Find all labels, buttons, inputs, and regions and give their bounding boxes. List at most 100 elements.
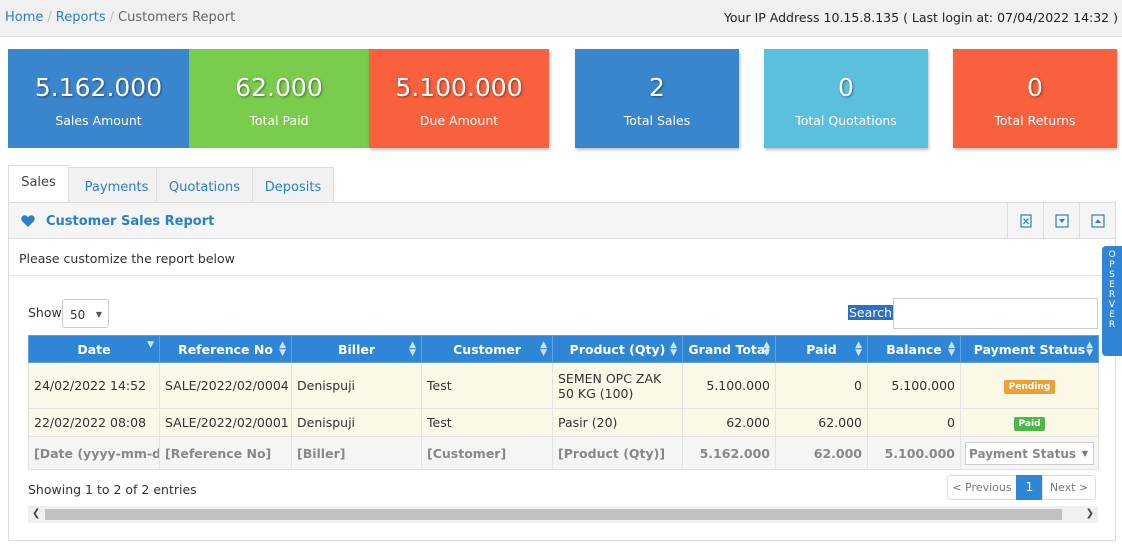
filter-status-value: Payment Status <box>969 446 1077 461</box>
scrollbar-thumb[interactable] <box>45 509 1062 520</box>
report-panel: Customer Sales Report Please customize t… <box>8 202 1116 541</box>
header-label: Customer <box>453 341 521 357</box>
cell-payment-status: Paid <box>960 408 1099 437</box>
op-server-label: OP SERVER <box>1108 250 1118 330</box>
filter-customer[interactable]: [Customer] <box>421 436 553 470</box>
column-header-reference[interactable]: Reference No ▲ ▼ <box>159 335 292 363</box>
breadcrumb-current: Customers Report <box>118 10 236 25</box>
page-size-select[interactable]: 50 ▼ <box>62 299 109 328</box>
sort-icon: ▲ ▼ <box>670 340 677 358</box>
stat-value: 62.000 <box>235 73 323 102</box>
filter-biller[interactable]: [Biller] <box>291 436 422 470</box>
cell-customer: Test <box>421 362 553 409</box>
panel-title: Customer Sales Report <box>46 214 215 229</box>
breadcrumb-home[interactable]: Home <box>5 10 44 25</box>
header-label: Date <box>77 341 111 357</box>
cell-balance: 0 <box>867 408 961 437</box>
stat-due-amount: 5.100.000 Due Amount <box>369 49 549 148</box>
stat-value: 5.100.000 <box>395 73 523 102</box>
column-header-payment-status[interactable]: Payment Status ▲ ▼ <box>960 335 1099 363</box>
cell-balance: 5.100.000 <box>867 362 961 409</box>
collapse-down-icon <box>1055 214 1069 228</box>
header-label: Biller <box>337 341 376 357</box>
previous-page-button[interactable]: < Previous <box>947 475 1017 500</box>
cell-customer: Test <box>421 408 553 437</box>
cell-reference: SALE/2022/02/0004 <box>159 362 292 409</box>
stat-sales-amount: 5.162.000 Sales Amount <box>8 49 189 148</box>
next-page-button[interactable]: Next > <box>1042 475 1096 500</box>
header-label: Reference No <box>178 341 273 357</box>
filter-payment-status-cell: Payment Status ▼ <box>960 436 1099 470</box>
filter-product[interactable]: [Product (Qty)] <box>552 436 683 470</box>
stat-total-returns: 0 Total Returns <box>953 49 1117 148</box>
stat-label: Total Sales <box>623 113 691 128</box>
column-header-paid[interactable]: Paid ▲ ▼ <box>775 335 868 363</box>
caret-down-icon: ▼ <box>1081 448 1088 458</box>
column-header-customer[interactable]: Customer ▲ ▼ <box>421 335 553 363</box>
header-label: Paid <box>806 341 837 357</box>
sort-icon: ▲ ▼ <box>540 340 547 358</box>
total-paid: 62.000 <box>775 436 868 470</box>
table-row[interactable]: 24/02/2022 14:52 SALE/2022/02/0004 Denis… <box>28 362 1099 409</box>
cell-biller: Denispuji <box>291 362 422 409</box>
page-1-button[interactable]: 1 <box>1016 475 1043 500</box>
stat-label: Total Quotations <box>795 113 897 128</box>
search-label: Search <box>848 305 893 320</box>
tab-sales[interactable]: Sales <box>8 165 69 202</box>
header-label: Product (Qty) <box>569 341 666 357</box>
sort-icon: ▲ ▼ <box>279 340 286 358</box>
filter-reference[interactable]: [Reference No] <box>159 436 292 470</box>
stat-value: 0 <box>838 73 854 102</box>
sort-icon: ▲ ▼ <box>948 340 955 358</box>
table-row[interactable]: 22/02/2022 08:08 SALE/2022/02/0001 Denis… <box>28 408 1099 437</box>
stat-value: 5.162.000 <box>34 73 163 102</box>
page-size-value: 50 <box>70 308 86 322</box>
entries-info: Showing 1 to 2 of 2 entries <box>28 482 197 497</box>
cell-date: 24/02/2022 14:52 <box>28 362 160 409</box>
filter-date[interactable]: [Date (yyyy-mm-dd)] <box>28 436 160 470</box>
breadcrumb: Home / Reports / Customers Report <box>5 10 236 25</box>
cell-reference: SALE/2022/02/0001 <box>159 408 292 437</box>
stat-value: 2 <box>649 73 665 102</box>
sort-icon: ▲ ▼ <box>1086 340 1093 358</box>
header-label: Grand Total <box>688 341 770 357</box>
stat-total-paid: 62.000 Total Paid <box>189 49 369 148</box>
table-footer-row: [Date (yyyy-mm-dd)] [Reference No] [Bill… <box>28 436 1099 470</box>
sort-icon: ▲ ▼ <box>855 340 862 358</box>
top-bar: Home / Reports / Customers Report Your IP Ad… <box>0 0 1122 37</box>
header-label: Balance <box>886 341 942 357</box>
column-header-grand-total[interactable]: Grand Total ▲ ▼ <box>682 335 776 363</box>
cell-grand-total: 62.000 <box>682 408 776 437</box>
op-server-tab[interactable]: OP SERVER <box>1102 246 1122 356</box>
tab-payments[interactable]: Payments <box>68 167 165 203</box>
total-balance: 5.100.000 <box>867 436 961 470</box>
heart-icon <box>21 215 35 227</box>
header-label: Payment Status <box>973 341 1086 357</box>
panel-header: Customer Sales Report <box>9 203 1115 239</box>
cell-biller: Denispuji <box>291 408 422 437</box>
status-badge: Pending <box>1003 380 1056 394</box>
stat-label: Sales Amount <box>55 113 142 128</box>
export-excel-button[interactable] <box>1007 203 1043 239</box>
scroll-right-icon[interactable]: ❯ <box>1085 508 1094 519</box>
column-header-product[interactable]: Product (Qty) ▲ ▼ <box>552 335 683 363</box>
filter-payment-status[interactable]: Payment Status ▼ <box>965 441 1094 465</box>
excel-icon <box>1020 214 1032 228</box>
column-header-balance[interactable]: Balance ▲ ▼ <box>867 335 961 363</box>
ip-info: Your IP Address 10.15.8.135 ( Last login… <box>723 10 1118 25</box>
toggle-form-button[interactable] <box>1043 203 1079 239</box>
cell-product: SEMEN OPC ZAK 50 KG (100) <box>552 362 683 409</box>
search-input[interactable] <box>893 298 1098 329</box>
tab-quotations[interactable]: Quotations <box>156 167 253 203</box>
cell-paid: 0 <box>775 362 868 409</box>
toggle-table-button[interactable] <box>1079 203 1115 239</box>
tab-deposits[interactable]: Deposits <box>252 167 334 203</box>
horizontal-scrollbar[interactable]: ❮ ❯ <box>28 506 1098 523</box>
stat-value: 0 <box>1027 73 1043 102</box>
column-header-biller[interactable]: Biller ▲ ▼ <box>291 335 422 363</box>
breadcrumb-reports[interactable]: Reports <box>55 10 106 25</box>
column-header-date[interactable]: Date ▼ <box>28 335 160 363</box>
sort-icon: ▲ ▼ <box>763 340 770 358</box>
scroll-left-icon[interactable]: ❮ <box>32 508 41 519</box>
sort-icon: ▲ ▼ <box>409 340 416 358</box>
